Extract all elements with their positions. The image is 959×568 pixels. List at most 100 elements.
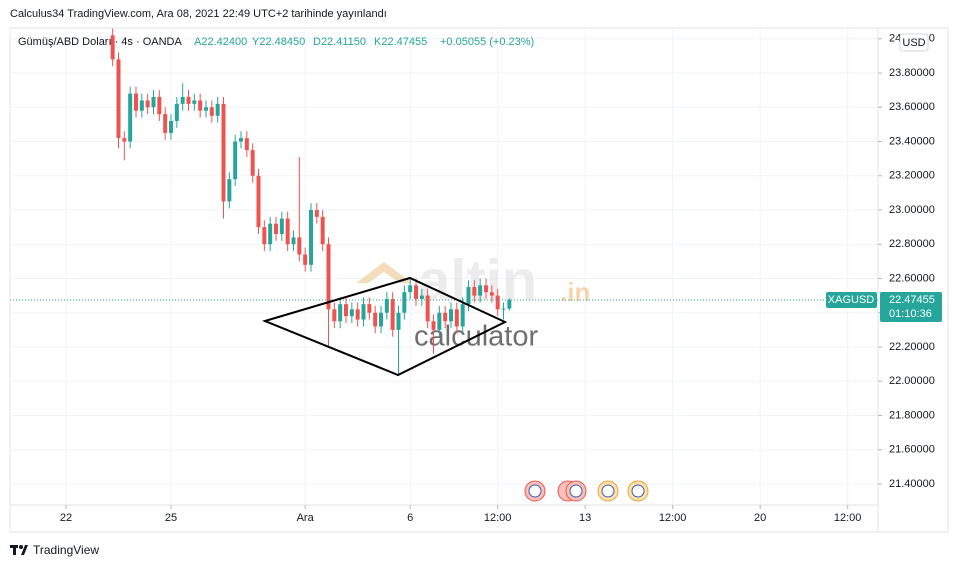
candle-body: [326, 244, 331, 310]
candle-body: [262, 227, 267, 245]
currency-label: USD: [902, 37, 925, 49]
y-tick-label: 23.40000: [889, 135, 935, 147]
candle-body: [151, 96, 156, 108]
candle-body: [239, 138, 243, 142]
y-tick-label: 23.00000: [889, 204, 935, 216]
candle-body: [478, 285, 483, 296]
candle-body: [274, 223, 278, 234]
symbol-label: Gümüş/ABD Doları · 4s · OANDA: [18, 36, 182, 48]
candle-body: [110, 35, 115, 60]
candle-body: [507, 299, 512, 309]
y-tick-label: 22.80000: [889, 238, 935, 250]
x-tick-label: Ara: [297, 512, 315, 524]
candle-body: [460, 304, 465, 327]
candle-body: [443, 312, 448, 322]
ohlc-high: Y22.48450: [252, 36, 305, 48]
candle-body: [320, 216, 325, 245]
candle-body: [355, 309, 360, 320]
candle-body: [116, 59, 121, 139]
candle-body: [373, 312, 378, 327]
change-label: +0.05055 (+0.23%): [440, 36, 534, 48]
diamond-drawing: [261, 276, 508, 377]
candle-body: [233, 141, 238, 180]
candle-body: [495, 295, 500, 310]
axes: 21.40000 21.60000 21.80000 22.00000 22.20000…: [60, 33, 942, 524]
candle-body: [349, 309, 354, 317]
candle-body: [128, 93, 133, 142]
candle-body: [122, 138, 127, 142]
footer-brand: TradingView: [33, 543, 99, 557]
symbol-badge-label: XAGUSD: [828, 294, 875, 306]
candle-body: [332, 309, 337, 322]
candle-body: [209, 107, 214, 116]
y-tick-label: 22.20000: [889, 341, 935, 353]
candle-body: [484, 285, 488, 293]
candle-body: [204, 107, 208, 111]
candle-body: [408, 285, 413, 293]
frame: [9, 27, 949, 533]
candle-body: [256, 175, 261, 228]
candle-body: [466, 287, 471, 305]
candle-body: [279, 218, 284, 234]
candle-body: [414, 285, 418, 300]
y-tick-label: 21.60000: [889, 444, 935, 456]
candle-body: [198, 100, 203, 111]
x-tick-label: 20: [754, 512, 766, 524]
candle-body: [437, 312, 442, 330]
event-flag: [557, 480, 587, 502]
ohlc-close: K22.47455: [374, 36, 427, 48]
x-tick-label: 12:00: [659, 512, 687, 524]
candle-body: [384, 299, 389, 313]
candle-body: [244, 138, 249, 151]
candle-body: [268, 223, 273, 245]
events: [524, 480, 649, 502]
watermark-domain: .in: [560, 277, 590, 307]
candle-body: [186, 96, 191, 104]
watermark-brand: altin: [418, 248, 537, 313]
candle-body: [250, 150, 255, 176]
y-tick-label: 22.00000: [889, 375, 935, 387]
candle-body: [472, 287, 477, 296]
x-tick-label: 13: [579, 512, 591, 524]
price-badge: [880, 291, 942, 322]
candle-body: [431, 321, 436, 330]
candle-body: [425, 295, 430, 322]
candle-body: [192, 100, 197, 104]
price-badge-label: 22.47455: [889, 294, 935, 306]
candle-body: [221, 103, 226, 202]
x-tick-label: 6: [407, 512, 413, 524]
watermark-logo: [356, 262, 412, 283]
x-tick-label: 22: [60, 512, 72, 524]
y-tick-label: 21.80000: [889, 409, 935, 421]
candle-body: [489, 292, 494, 296]
countdown-label: 01:10:36: [889, 308, 932, 320]
candle-body: [139, 100, 144, 111]
candle-body: [157, 96, 162, 115]
y-tick-label: 23.80000: [889, 67, 935, 79]
candle-body: [134, 93, 138, 111]
symbol-badge: [826, 291, 877, 308]
candle-body: [454, 309, 459, 327]
candle-body: [227, 179, 232, 202]
candle-body: [174, 103, 179, 121]
candle-body: [501, 308, 506, 310]
event-flag: [627, 480, 649, 502]
candle-body: [180, 96, 185, 104]
candle-body: [309, 209, 313, 265]
candle-body: [390, 299, 395, 330]
event-flag: [524, 480, 546, 502]
x-tick-label: 25: [165, 512, 177, 524]
candle-body: [314, 209, 319, 217]
candle-body: [145, 100, 150, 108]
candle-body: [344, 304, 348, 317]
watermark: altin .in: [356, 248, 590, 313]
x-tick-label: 12:00: [834, 512, 862, 524]
y-tick-label: 21.40000: [889, 478, 935, 490]
candle-body: [402, 292, 407, 313]
candle-body: [297, 237, 302, 255]
publish-title: Calculus34 TradingView.com, Ara 08, 2021…: [10, 8, 387, 20]
x-tick-label: 12:00: [484, 512, 512, 524]
candle-body: [163, 114, 168, 133]
candle-body: [303, 254, 308, 265]
candle-body: [361, 304, 366, 320]
